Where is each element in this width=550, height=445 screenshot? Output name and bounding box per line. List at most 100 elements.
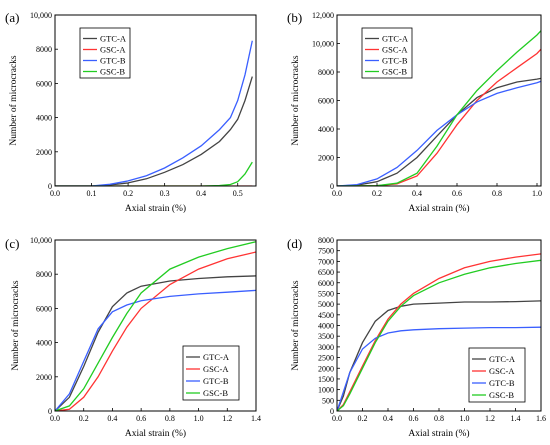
- y-tick-label: 6000: [318, 97, 334, 106]
- x-tick-label: 0.8: [492, 189, 502, 198]
- series-line-gsc-a: [55, 251, 256, 411]
- y-axis-title: Number of microcracks: [8, 55, 19, 146]
- series-line-gsc-a: [337, 253, 541, 411]
- legend-entry: GTC-B: [203, 376, 229, 386]
- legend-box: [468, 347, 526, 403]
- x-tick-label: 0.4: [383, 414, 393, 423]
- y-tick-label: 10,000: [30, 236, 52, 245]
- y-tick-label: 0: [48, 407, 52, 416]
- legend-entry: GTC-A: [489, 354, 516, 364]
- legend-entry: GTC-B: [100, 56, 126, 66]
- y-tick-label: 2500: [318, 354, 334, 363]
- chart-panel-3: (c) 0.0 0.2 0.4 0.6 0.8 1.0 1.2 1.4 0 2000 4000 6000…: [5, 236, 261, 439]
- series-line-gtc-b: [337, 80, 541, 186]
- y-tick-label: 6000: [36, 79, 52, 88]
- y-tick-label: 2000: [318, 364, 334, 373]
- series-group: [337, 30, 541, 186]
- x-tick-label: 0.1: [87, 189, 97, 198]
- y-tick-label: 1500: [318, 375, 334, 384]
- legend-entry: GSC-B: [489, 390, 514, 400]
- x-tick-label: 0.4: [107, 414, 117, 423]
- legend-entry: GTC-A: [203, 352, 230, 362]
- legend-entry: GTC-A: [100, 34, 127, 44]
- y-tick-label: 2000: [36, 373, 52, 382]
- y-tick-label: 2000: [318, 154, 334, 163]
- x-tick-label: 0.3: [160, 189, 170, 198]
- x-axis-title: Axial strain (%): [408, 203, 469, 214]
- y-tick-label: 10,000: [312, 40, 334, 49]
- y-tick-label: 8000: [36, 270, 52, 279]
- x-tick-label: 1.0: [194, 414, 204, 423]
- series-line-gtc-a: [337, 77, 541, 186]
- panel-label: (c): [5, 236, 19, 251]
- y-axis-title: Number of microcracks: [290, 55, 301, 146]
- chart-panel-2: (b) 0.0 0.2 0.4 0.6 0.8 1.0 0 2000 4000 6000 8000 10…: [287, 10, 542, 214]
- legend-box: [361, 27, 413, 79]
- series-line-gtc-b: [55, 289, 256, 411]
- x-tick-label: 1.6: [536, 414, 546, 423]
- series-line-gtc-a: [55, 76, 253, 186]
- x-tick-label: 0.0: [50, 189, 60, 198]
- x-tick-label: 0.5: [233, 189, 243, 198]
- y-tick-label: 4000: [36, 114, 52, 123]
- y-tick-label: 4000: [318, 125, 334, 134]
- x-tick-label: 1.2: [222, 414, 232, 423]
- series-group: [337, 253, 541, 411]
- x-tick-label: 0.6: [136, 414, 146, 423]
- x-tick-label: 1.2: [485, 414, 495, 423]
- y-tick-label: 0: [48, 182, 52, 191]
- legend-box: [79, 27, 131, 79]
- x-axis-title: Axial strain (%): [125, 428, 186, 439]
- x-tick-label: 0.0: [332, 414, 342, 423]
- x-tick-label: 0.8: [165, 414, 175, 423]
- y-tick-label: 10,000: [30, 11, 52, 20]
- x-tick-label: 0.2: [372, 189, 382, 198]
- x-tick-label: 0.8: [434, 414, 444, 423]
- legend-entry: GTC-B: [489, 378, 515, 388]
- x-tick-label: 0.0: [332, 189, 342, 198]
- x-axis-title: Axial strain (%): [125, 203, 186, 214]
- y-tick-label: 7000: [318, 257, 334, 266]
- series-line-gsc-b: [337, 30, 541, 186]
- legend-entry: GSC-A: [203, 364, 229, 374]
- panel-label: (a): [5, 10, 19, 25]
- legend-entry: GTC-B: [382, 56, 408, 66]
- legend-entry: GSC-B: [382, 67, 407, 77]
- y-tick-label: 3000: [318, 343, 334, 352]
- series-line-gtc-a: [55, 275, 256, 411]
- x-tick-label: 1.4: [511, 414, 521, 423]
- legend: GTC-A GSC-A GTC-B GSC-B: [182, 345, 240, 401]
- plot-frame: [54, 239, 257, 412]
- x-tick-label: 0.0: [50, 414, 60, 423]
- legend-box: [182, 345, 240, 401]
- y-tick-label: 6000: [318, 279, 334, 288]
- y-tick-label: 12,000: [312, 11, 334, 20]
- chart-panel-1: (a) 0.0 0.1 0.2 0.3 0.4 0.5 0 2000 4000 6000 8000 10…: [5, 10, 257, 214]
- y-tick-label: 6000: [36, 304, 52, 313]
- x-tick-label: 0.4: [412, 189, 422, 198]
- y-tick-label: 1000: [318, 386, 334, 395]
- x-axis-title: Axial strain (%): [408, 428, 469, 439]
- x-tick-label: 0.4: [196, 189, 206, 198]
- y-axis-title: Number of microcracks: [10, 280, 21, 371]
- y-tick-label: 5500: [318, 289, 334, 298]
- series-group: [55, 241, 256, 411]
- y-tick-label: 8000: [318, 236, 334, 245]
- y-tick-label: 3500: [318, 332, 334, 341]
- y-tick-label: 8000: [36, 45, 52, 54]
- legend-entry: GSC-B: [203, 388, 228, 398]
- x-tick-label: 0.2: [79, 414, 89, 423]
- y-tick-label: 5000: [318, 300, 334, 309]
- series-line-gsc-b: [337, 259, 541, 411]
- legend-entry: GSC-A: [489, 366, 515, 376]
- y-axis-title: Number of microcracks: [290, 280, 301, 371]
- legend-entry: GTC-A: [382, 34, 409, 44]
- y-tick-label: 2000: [36, 148, 52, 157]
- y-tick-label: 0: [330, 407, 334, 416]
- y-tick-label: 500: [322, 396, 334, 405]
- panel-label: (b): [287, 10, 302, 25]
